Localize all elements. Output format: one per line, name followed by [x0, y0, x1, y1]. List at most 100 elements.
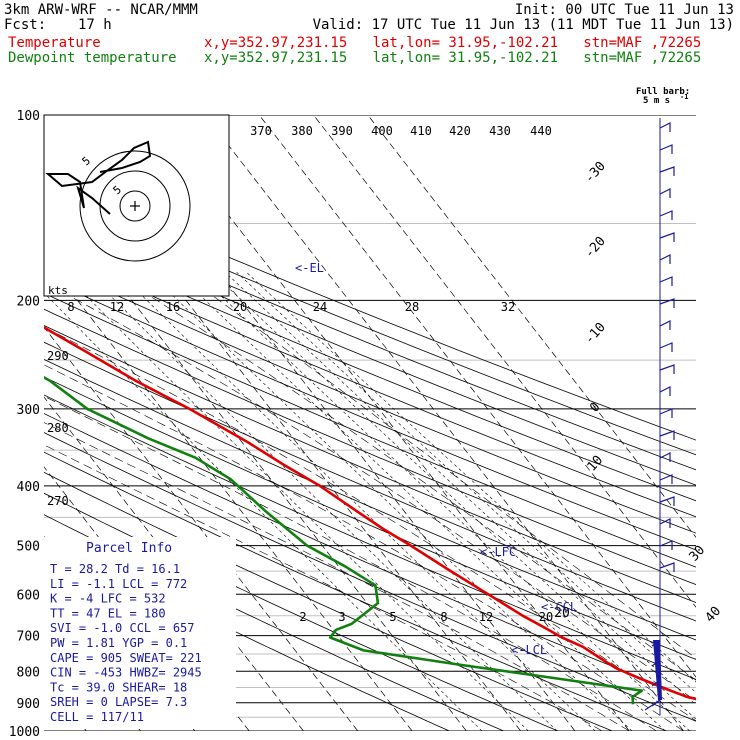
dry-adiabat-label: 390 — [331, 124, 353, 138]
mixing-ratio-label: 2 — [299, 610, 306, 624]
wind-barb — [659, 166, 675, 176]
wind-barb — [644, 699, 661, 711]
dry-adiabat-label: 440 — [530, 124, 552, 138]
lcl-marker: <-LCL — [511, 643, 547, 657]
pressure-tick-label: 200 — [17, 294, 40, 309]
mixing-ratio-line — [175, 271, 666, 731]
mixing-ratio-line — [225, 271, 696, 706]
mixing-ratio-label: 20 — [233, 300, 247, 314]
wind-barb — [659, 452, 671, 462]
wind-barb — [659, 320, 671, 330]
wind-barb — [659, 232, 675, 242]
dry-adiabat-line — [44, 190, 696, 456]
mixing-ratio-label: 8 — [440, 610, 447, 624]
parcel-info-row: CELL = 117/11 — [50, 710, 144, 724]
dry-adiabat-line — [44, 277, 696, 551]
isotherm-line — [313, 115, 696, 608]
dry-adiabat-label: 270 — [47, 494, 69, 508]
moist-adiabat-line — [44, 230, 696, 681]
mixing-ratio-line — [211, 271, 696, 720]
mixing-ratio-line — [44, 292, 483, 731]
dry-adiabat-line — [44, 376, 696, 660]
wind-barb — [659, 298, 675, 308]
mixing-ratio-label: 16 — [166, 300, 180, 314]
wind-barb — [653, 640, 662, 700]
isotherm-label: 20 — [554, 606, 570, 621]
dry-adiabat-label: 430 — [489, 124, 511, 138]
dry-adiabat-line — [44, 341, 696, 622]
pressure-tick-label: 900 — [17, 697, 40, 712]
pressure-tick-label: 300 — [17, 403, 40, 418]
pressure-tick-label: 800 — [17, 665, 40, 680]
parcel-info-row: K = -4 LFC = 532 — [50, 592, 166, 606]
wind-barb — [659, 408, 673, 418]
wind-barb — [659, 386, 671, 396]
wind-barb — [659, 144, 673, 154]
pressure-tick-label: 700 — [17, 630, 40, 645]
pressure-tick-label: 100 — [17, 109, 40, 124]
dry-adiabat-label: 410 — [410, 124, 432, 138]
init-time: Init: 00 UTC Tue 11 Jun 13 — [514, 2, 734, 18]
mixing-ratio-label: 5 — [389, 610, 396, 624]
isotherm-line — [367, 115, 696, 538]
lfc-marker: <-LFC — [480, 545, 516, 559]
mixing-ratio-label: 20 — [539, 610, 553, 624]
isotherm-label: 40 — [703, 604, 725, 626]
wind-barb — [659, 474, 673, 484]
mixing-ratio-label: 12 — [479, 610, 493, 624]
model-title: 3km ARW-WRF -- NCAR/MMM — [4, 2, 198, 18]
dry-adiabat-line — [44, 232, 696, 502]
moist-adiabat-line — [111, 223, 696, 659]
wind-barb — [659, 122, 671, 132]
dry-adiabat-line — [44, 358, 696, 641]
moist-adiabat-line — [44, 364, 684, 731]
wind-barb — [659, 540, 673, 550]
hodograph-ring — [79, 150, 191, 262]
legend-temperature-info: x,y=352.97,231.15 lat,lon= 31.95,-102.21… — [204, 35, 702, 51]
dry-adiabat-line — [44, 325, 696, 603]
dry-adiabat-line — [44, 218, 696, 486]
dry-adiabat-line — [44, 292, 696, 568]
dry-adiabat-label: 400 — [371, 124, 393, 138]
pressure-tick-label: 600 — [17, 588, 40, 603]
dry-adiabat-line — [44, 308, 696, 586]
dry-adiabat-line — [44, 451, 667, 731]
isotherm-line — [258, 115, 696, 678]
pressure-tick-label: 1000 — [9, 725, 40, 740]
dry-adiabat-line — [44, 177, 696, 441]
mixing-ratio-line — [86, 271, 558, 731]
wind-barb — [659, 518, 671, 528]
dry-adiabat-label: 290 — [47, 349, 69, 363]
dry-adiabat-label: 370 — [250, 124, 272, 138]
parcel-info-row: Tc = 39.0 SHEAR= 18 — [50, 680, 187, 694]
parcel-info-row: SVI = -1.0 CCL = 657 — [50, 621, 195, 635]
mixing-ratio-label: 32 — [501, 300, 515, 314]
moist-adiabat-line — [44, 281, 696, 702]
moist-adiabat-line — [44, 326, 696, 722]
wind-barb — [659, 188, 671, 198]
wind-barb — [659, 364, 675, 374]
mixing-ratio-label: 28 — [405, 300, 419, 314]
moist-adiabat-line — [44, 422, 630, 731]
mixing-ratio-label: 8 — [67, 300, 74, 314]
dry-adiabat-label: 280 — [47, 421, 69, 435]
mixing-ratio-line — [118, 271, 596, 731]
wind-barb — [659, 342, 673, 352]
valid-time: Valid: 17 UTC Tue 11 Jun 13 (11 MDT Tue … — [312, 17, 734, 33]
isotherm-line — [204, 115, 684, 731]
mixing-ratio-label: 12 — [110, 300, 124, 314]
wind-barb — [659, 496, 675, 506]
parcel-info-title: Parcel Info — [86, 541, 172, 556]
pressure-tick-label: 500 — [17, 540, 40, 555]
dry-adiabat-line — [44, 394, 696, 680]
hodograph-ring — [119, 190, 151, 222]
mixing-ratio-line — [236, 271, 696, 694]
parcel-info-row: SREH = 0 LAPSE= 7.3 — [50, 695, 187, 709]
ccl-marker: <-CCL — [541, 600, 577, 614]
isotherm-line — [44, 256, 413, 731]
parcel-info-row: PW = 1.81 YGP = 0.1 — [50, 636, 187, 650]
dry-adiabat-line — [44, 247, 696, 518]
legend-dewpoint-info: x,y=352.97,231.15 lat,lon= 31.95,-102.21… — [204, 50, 702, 66]
mixing-ratio-label: 24 — [313, 300, 327, 314]
